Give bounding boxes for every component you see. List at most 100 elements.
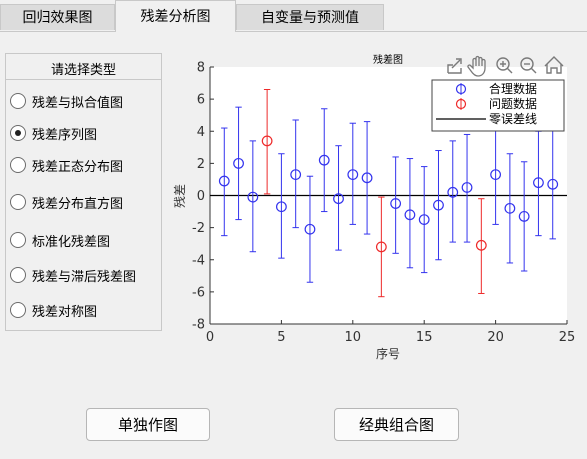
x-axis-label: 序号 (376, 346, 400, 361)
y-axis-label: 残差 (173, 184, 187, 208)
y-tick-label: -2 (192, 221, 205, 236)
panel-title: 请选择类型 (50, 63, 116, 78)
residual-point (418, 214, 430, 225)
x-tick-label: 5 (277, 330, 285, 345)
y-tick-label: -4 (192, 253, 205, 268)
y-tick-label: 2 (197, 157, 205, 172)
legend-box (431, 79, 565, 132)
legend-normal-label: 合理数据 (489, 81, 537, 96)
residual-point (475, 239, 487, 251)
y-tick-label: -8 (192, 318, 205, 333)
residual-point (547, 178, 559, 190)
residual-point (490, 169, 502, 181)
radio-option[interactable]: 残差对称图 (10, 300, 160, 320)
radio-circle-icon[interactable] (10, 267, 26, 283)
residual-point (361, 172, 373, 184)
combined-plot-button[interactable]: 经典组合图 (334, 408, 459, 441)
radio-option[interactable]: 残差与滞后残差图 (10, 265, 160, 285)
y-tick-label: 4 (197, 125, 205, 140)
normal-errorbar (233, 106, 244, 221)
residual-point (447, 186, 459, 198)
residual-point (304, 223, 316, 235)
radio-circle-icon[interactable] (10, 93, 26, 109)
residual-point (347, 169, 359, 181)
normal-errorbar (347, 122, 359, 225)
normal-errorbar (218, 127, 230, 237)
tab-residual-analysis[interactable]: 残差分析图 (115, 0, 236, 32)
radio-label: 残差序列图 (32, 128, 98, 143)
radio-circle-icon[interactable] (10, 125, 26, 141)
legend: 合理数据 问题数据 零误差线 (431, 79, 565, 132)
radio-label: 标准化残差图 (32, 235, 111, 250)
x-tick-label: 25 (559, 330, 576, 345)
normal-errorbar (247, 140, 259, 253)
radio-option[interactable]: 残差分布直方图 (10, 192, 160, 212)
radio-option[interactable]: 残差序列图 (10, 123, 160, 143)
legend-outlier-label: 问题数据 (489, 96, 537, 111)
normal-errorbar (276, 153, 287, 259)
normal-errorbar (290, 119, 302, 229)
residual-point (318, 154, 330, 166)
normal-errorbar (333, 145, 344, 251)
radio-label: 残差与滞后残差图 (32, 270, 137, 285)
radio-label: 残差与拟合值图 (32, 96, 124, 111)
export-icon[interactable] (447, 58, 462, 74)
pan-icon[interactable] (467, 55, 486, 77)
normal-errorbar (318, 108, 330, 213)
radio-option[interactable]: 残差正态分布图 (10, 155, 160, 175)
radio-circle-icon[interactable] (10, 232, 26, 248)
normal-errorbar (447, 140, 459, 243)
residual-point (404, 209, 416, 221)
normal-errorbar (304, 175, 316, 283)
residual-point (261, 135, 273, 147)
normal-errorbar (518, 161, 530, 272)
residual-point (504, 202, 516, 214)
normal-errorbar (418, 166, 430, 274)
radio-circle-icon[interactable] (10, 157, 26, 173)
residual-point (247, 191, 259, 203)
x-tick-label: 0 (206, 330, 214, 345)
radio-option[interactable]: 残差与拟合值图 (10, 91, 160, 111)
normal-errorbar (404, 158, 416, 269)
y-tick-label: 6 (197, 93, 205, 108)
radio-label: 残差正态分布图 (32, 160, 124, 175)
single-plot-button[interactable]: 单独作图 (86, 408, 210, 441)
tab-bar: 回归效果图 残差分析图 自变量与预测值 (0, 0, 587, 32)
normal-errorbar (433, 150, 444, 261)
residual-point (533, 177, 544, 189)
legend-normal-marker (455, 83, 467, 95)
residual-point (218, 175, 230, 187)
y-tick-label: -6 (192, 285, 205, 300)
legend-zero-label: 零误差线 (489, 112, 537, 126)
y-tick-label: 0 (197, 189, 205, 204)
outlier-errorbar (261, 88, 273, 195)
radio-circle-icon[interactable] (10, 302, 26, 318)
residual-point (233, 157, 244, 169)
residual-point (390, 198, 402, 209)
radio-option[interactable]: 标准化残差图 (10, 230, 160, 250)
residual-point (518, 210, 530, 222)
residual-point (290, 169, 302, 181)
normal-errorbar (361, 121, 373, 235)
residual-point (375, 241, 387, 253)
residual-point (276, 201, 287, 213)
x-tick-label: 10 (345, 330, 362, 345)
zoom-out-icon[interactable] (520, 57, 537, 74)
normal-errorbar (390, 156, 402, 254)
panel-divider (6, 79, 161, 80)
home-icon[interactable] (544, 56, 564, 74)
legend-outlier-marker (455, 98, 467, 110)
normal-errorbar (461, 133, 473, 243)
x-tick-label: 15 (416, 330, 433, 345)
residual-point (461, 182, 473, 193)
tab-regression-effect[interactable]: 回归效果图 (0, 4, 115, 30)
outlier-errorbar (375, 196, 387, 298)
residual-point (433, 199, 444, 211)
radio-circle-icon[interactable] (10, 194, 26, 210)
radio-label: 残差分布直方图 (32, 197, 124, 212)
tab-variable-prediction[interactable]: 自变量与预测值 (236, 4, 384, 30)
zoom-in-icon[interactable] (496, 57, 513, 74)
y-tick-label: 8 (197, 61, 205, 76)
outlier-errorbar (475, 198, 487, 294)
